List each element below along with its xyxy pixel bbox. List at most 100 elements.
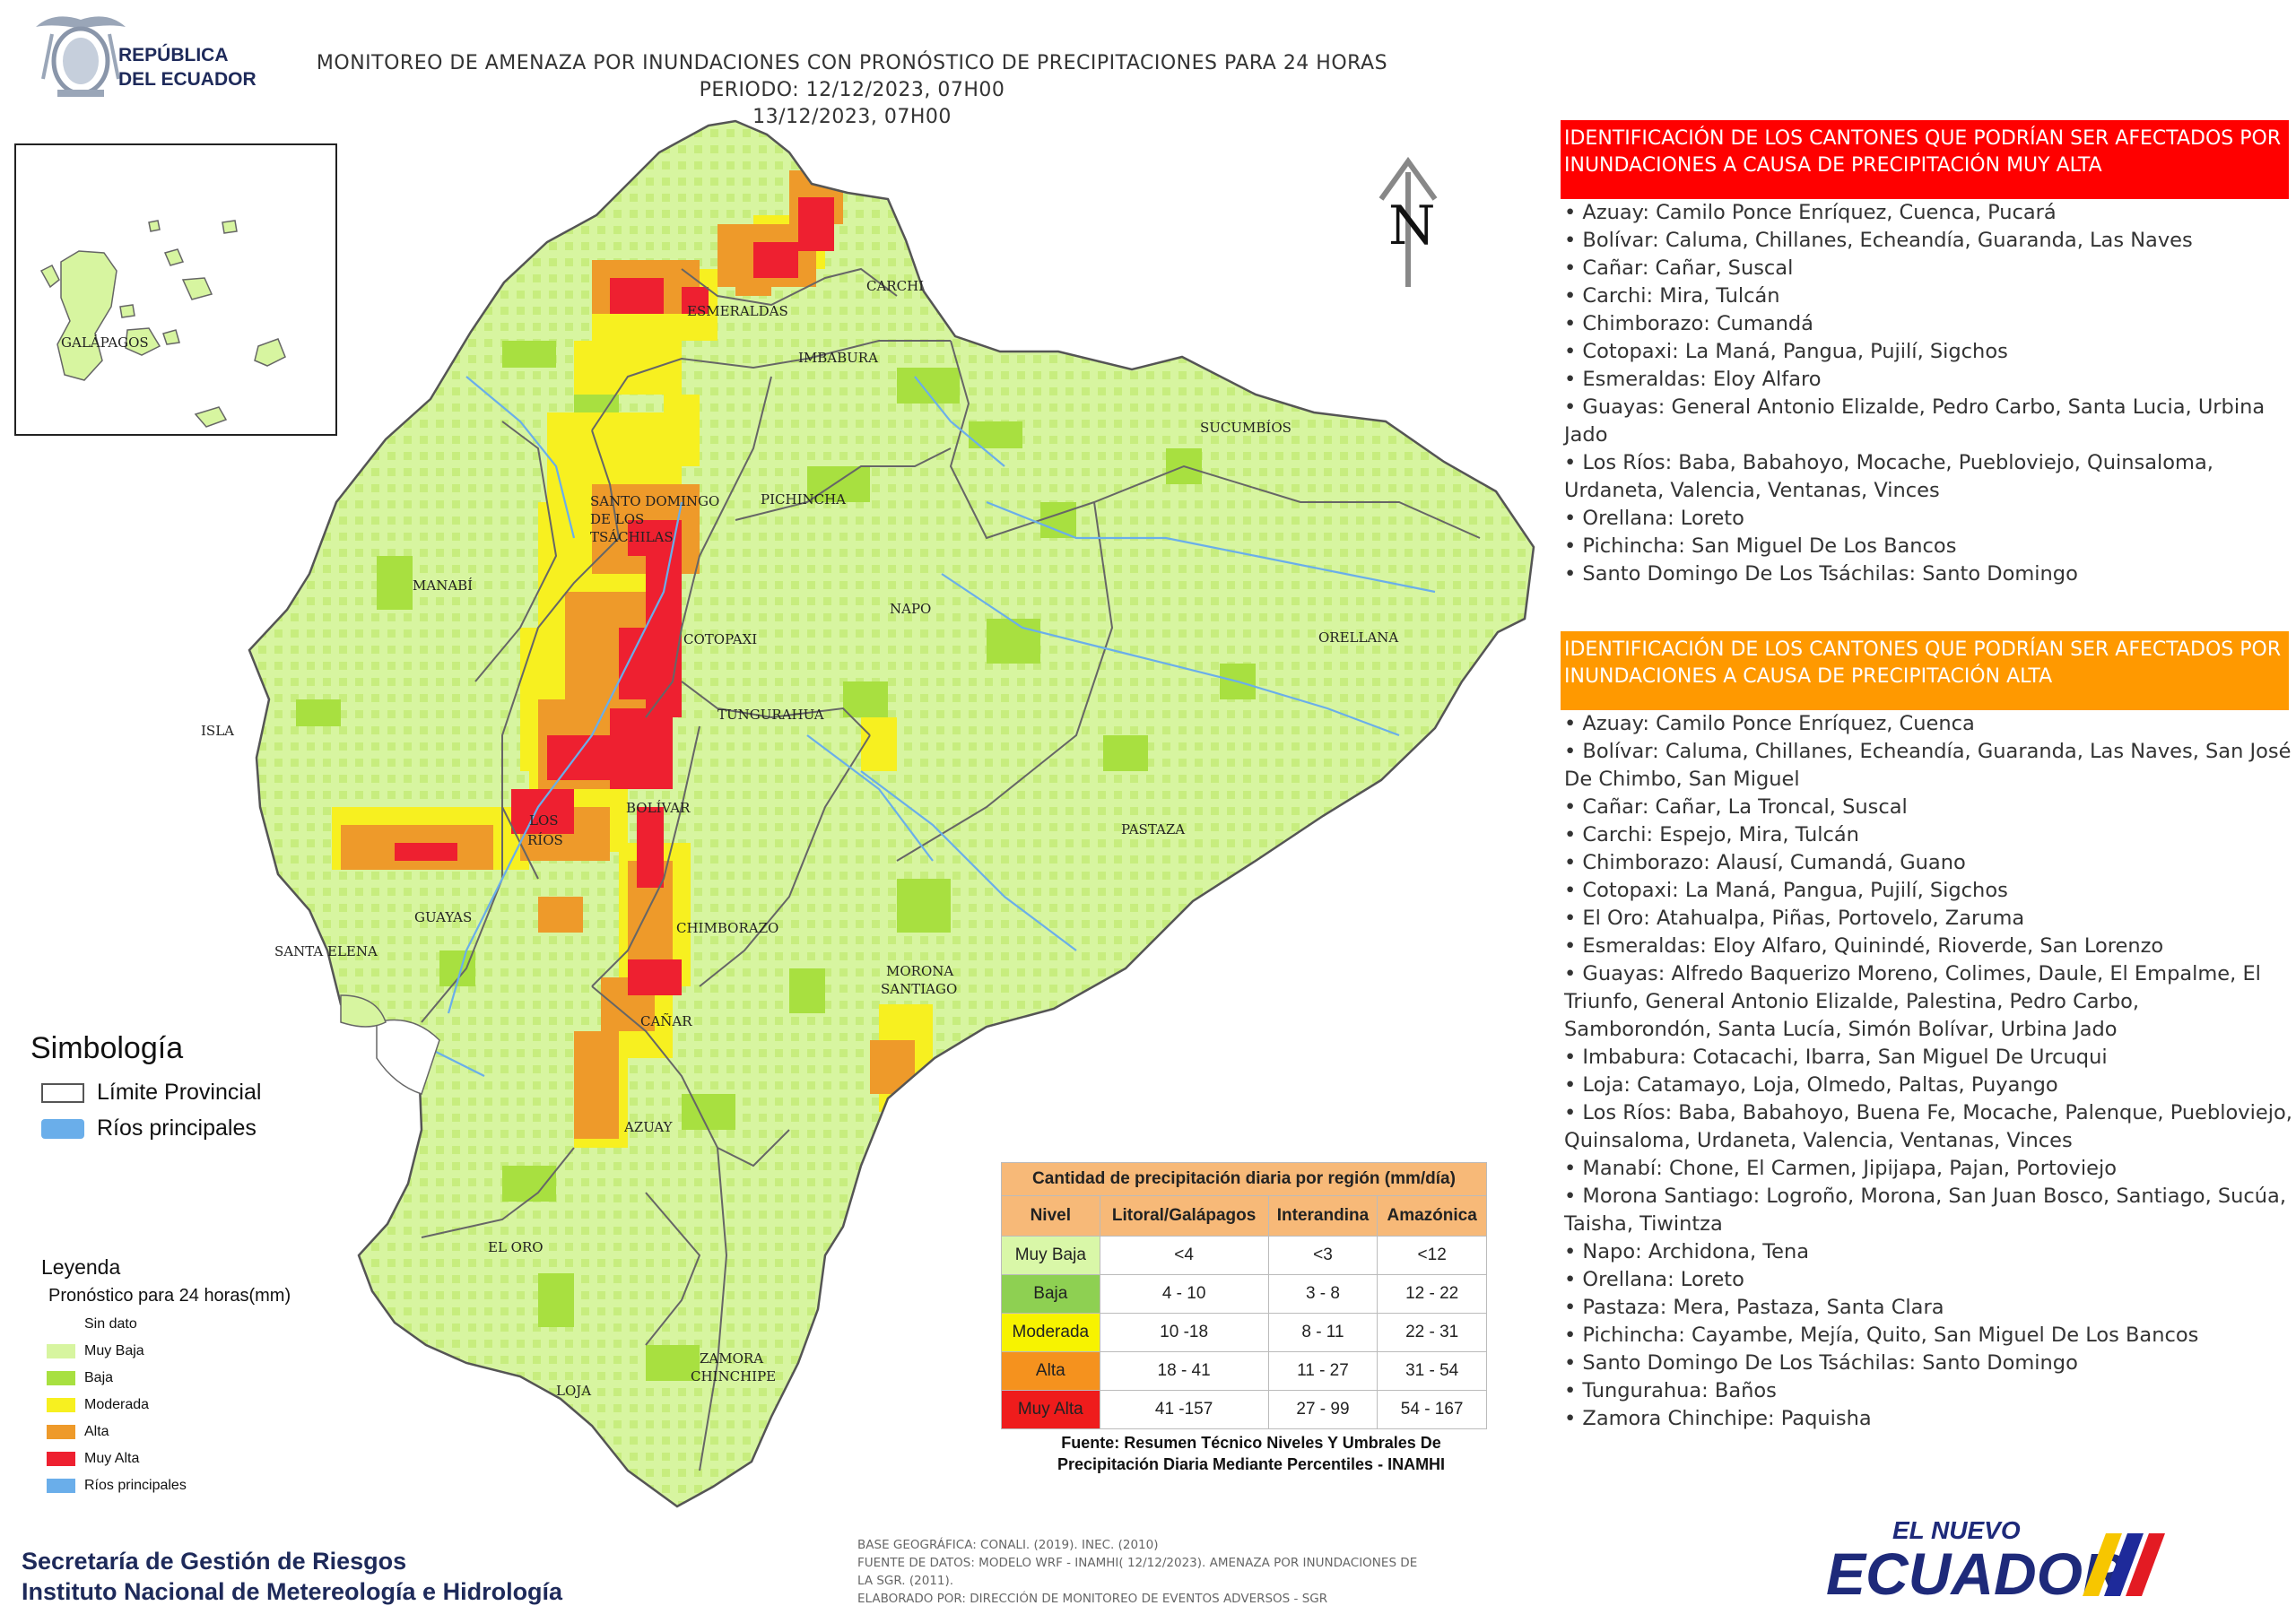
table-cell: 8 - 11 — [1267, 1313, 1378, 1352]
rivers-swatch — [41, 1119, 84, 1140]
table-row: Muy Alta 41 -157 27 - 99 54 - 167 — [1001, 1390, 1487, 1429]
list-item: • Pichincha: San Miguel De Los Bancos — [1564, 534, 1957, 558]
table-cell: <12 — [1377, 1236, 1487, 1275]
label-bolivar: BOLÍVAR — [626, 800, 691, 816]
table-cell: <4 — [1099, 1236, 1269, 1275]
list-item: • Tungurahua: Baños — [1564, 1379, 1777, 1402]
label-imbabura: IMBABURA — [798, 350, 878, 366]
legend-item: Alta — [47, 1424, 109, 1440]
legend-item: Sin dato — [47, 1316, 137, 1332]
label-chinchipe: CHINCHIPE — [691, 1368, 776, 1384]
galapagos-inset: GALÁPAGOS — [14, 143, 337, 436]
legend-label: Moderada — [84, 1397, 150, 1412]
list-item: • Morona Santiago: Logroño, Morona, San … — [1564, 1185, 2286, 1236]
label-santo-domingo-3: TSÁCHILAS — [590, 529, 674, 545]
label-sucumbios: SUCUMBÍOS — [1200, 420, 1292, 436]
list-item: • Los Ríos: Baba, Babahoyo, Mocache, Pue… — [1564, 451, 2213, 502]
list-item: • Carchi: Mira, Tulcán — [1564, 284, 1780, 308]
list-item: • Chimborazo: Cumandá — [1564, 312, 1813, 335]
legend-item: Muy Alta — [47, 1451, 139, 1467]
brand-main: ECUADOR — [1826, 1541, 2126, 1605]
symbology-boundary: Límite Provincial — [41, 1080, 261, 1106]
credit-line: FUENTE DE DATOS: MODELO WRF - INAMHI( 12… — [857, 1556, 1418, 1570]
label-pastaza: PASTAZA — [1121, 821, 1185, 838]
table-cell: 3 - 8 — [1267, 1274, 1378, 1314]
list-item: • Cañar: Cañar, La Troncal, Suscal — [1564, 795, 1908, 819]
legend-swatch — [47, 1370, 75, 1385]
credit-line: ELABORADO POR: DIRECCIÓN DE MONITOREO DE… — [857, 1592, 1328, 1606]
table-cell: Muy Alta — [1001, 1390, 1100, 1429]
table-cell: 27 - 99 — [1267, 1390, 1378, 1429]
list-item: • Cotopaxi: La Maná, Pangua, Pujilí, Sig… — [1564, 879, 2008, 902]
legend-label: Alta — [84, 1424, 109, 1439]
table-cell: 22 - 31 — [1377, 1313, 1487, 1352]
logo-text: REPÚBLICA DEL ECUADOR — [118, 43, 257, 91]
label-rios: RÍOS — [527, 832, 563, 848]
legend-label: Ríos principales — [84, 1478, 187, 1493]
legend-swatch — [47, 1451, 75, 1466]
list-item: • El Oro: Atahualpa, Piñas, Portovelo, Z… — [1564, 907, 2025, 930]
legend-label: Muy Baja — [84, 1343, 144, 1358]
legend-title: Leyenda — [41, 1255, 121, 1279]
label-cotopaxi: COTOPAXI — [683, 631, 757, 647]
label-azuay: AZUAY — [623, 1119, 674, 1135]
page-title: MONITOREO DE AMENAZA POR INUNDACIONES CO… — [269, 50, 1435, 131]
brand-top: EL NUEVO — [1892, 1516, 2021, 1544]
tricolor-stripes-icon — [2083, 1533, 2165, 1596]
table-row: Moderada 10 -18 8 - 11 22 - 31 — [1001, 1313, 1487, 1352]
legend-item: Baja — [47, 1370, 113, 1386]
government-logo — [27, 7, 260, 106]
ecuador-map: ESMERALDAS CARCHI IMBABURA SUCUMBÍOS SAN… — [201, 119, 1535, 1508]
precipitation-layer — [296, 170, 1256, 1381]
high-canton-list: • Azuay: Camilo Ponce Enríquez, Cuenca •… — [1564, 710, 2292, 1433]
table-cell: Baja — [1001, 1274, 1100, 1314]
label-loja: LOJA — [556, 1383, 591, 1399]
list-item: • Orellana: Loreto — [1564, 507, 1744, 530]
el-nuevo-ecuador-logo: EL NUEVO ECUADOR — [1821, 1506, 2179, 1607]
label-pichincha: PICHINCHA — [761, 491, 846, 508]
high-heading: IDENTIFICACIÓN DE LOS CANTONES QUE PODRÍ… — [1561, 631, 2289, 710]
organization-names: Secretaría de Gestión de Riesgos Institu… — [22, 1546, 562, 1607]
table-row: Muy Baja <4 <3 <12 — [1001, 1236, 1487, 1275]
table-cell: 4 - 10 — [1099, 1274, 1269, 1314]
table-cell: <3 — [1267, 1236, 1378, 1275]
label-canar: CAÑAR — [640, 1013, 692, 1029]
table-cell: 18 - 41 — [1099, 1351, 1269, 1391]
table-cell: Moderada — [1001, 1313, 1100, 1352]
table-header: Litoral/Galápagos — [1099, 1195, 1269, 1237]
label-esmeraldas: ESMERALDAS — [687, 303, 788, 319]
list-item: • Guayas: General Antonio Elizalde, Pedr… — [1564, 395, 2266, 447]
legend-label: Baja — [84, 1370, 114, 1385]
logo-line1: REPÚBLICA — [118, 45, 229, 65]
list-item: • Santo Domingo De Los Tsáchilas: Santo … — [1564, 1351, 2078, 1375]
list-item: • Bolívar: Caluma, Chillanes, Echeandía,… — [1564, 229, 2193, 252]
legend-subtitle: Pronóstico para 24 horas(mm) — [48, 1286, 291, 1306]
boundary-swatch — [41, 1083, 84, 1104]
list-item: • Pichincha: Cayambe, Mejía, Quito, San … — [1564, 1324, 2199, 1347]
list-item: • Esmeraldas: Eloy Alfaro, Quinindé, Rio… — [1564, 934, 2164, 958]
label-santo-domingo-2: DE LOS — [590, 511, 644, 527]
table-source: Fuente: Resumen Técnico Niveles Y Umbral… — [1004, 1432, 1498, 1475]
very-high-heading: IDENTIFICACIÓN DE LOS CANTONES QUE PODRÍ… — [1561, 120, 2289, 199]
list-item: • Manabí: Chone, El Carmen, Jipijapa, Pa… — [1564, 1157, 2117, 1180]
label-guayas: GUAYAS — [414, 909, 472, 925]
label-galapagos: GALÁPAGOS — [61, 334, 149, 351]
table-header: Nivel — [1001, 1195, 1100, 1237]
list-item: • Cotopaxi: La Maná, Pangua, Pujilí, Sig… — [1564, 340, 2008, 363]
label-orellana: ORELLANA — [1318, 629, 1398, 646]
legend-item: Ríos principales — [47, 1478, 187, 1494]
list-item: • Esmeraldas: Eloy Alfaro — [1564, 368, 1822, 391]
map-credits: BASE GEOGRÁFICA: CONALI. (2019). INEC. (… — [857, 1536, 1485, 1608]
north-arrow: N — [1378, 156, 1438, 287]
table-cell: 12 - 22 — [1377, 1274, 1487, 1314]
label-chimborazo: CHIMBORAZO — [676, 920, 778, 936]
legend-swatch — [47, 1316, 75, 1332]
table-cell: 31 - 54 — [1377, 1351, 1487, 1391]
legend-item: Muy Baja — [47, 1343, 144, 1359]
list-item: • Zamora Chinchipe: Paquisha — [1564, 1407, 1872, 1430]
list-item: • Santo Domingo De Los Tsáchilas: Santo … — [1564, 562, 2078, 586]
legend-swatch — [47, 1478, 75, 1493]
rivers-label: Ríos principales — [97, 1115, 257, 1141]
list-item: • Loja: Catamayo, Loja, Olmedo, Paltas, … — [1564, 1073, 2058, 1097]
galapagos-map: GALÁPAGOS — [39, 220, 286, 428]
